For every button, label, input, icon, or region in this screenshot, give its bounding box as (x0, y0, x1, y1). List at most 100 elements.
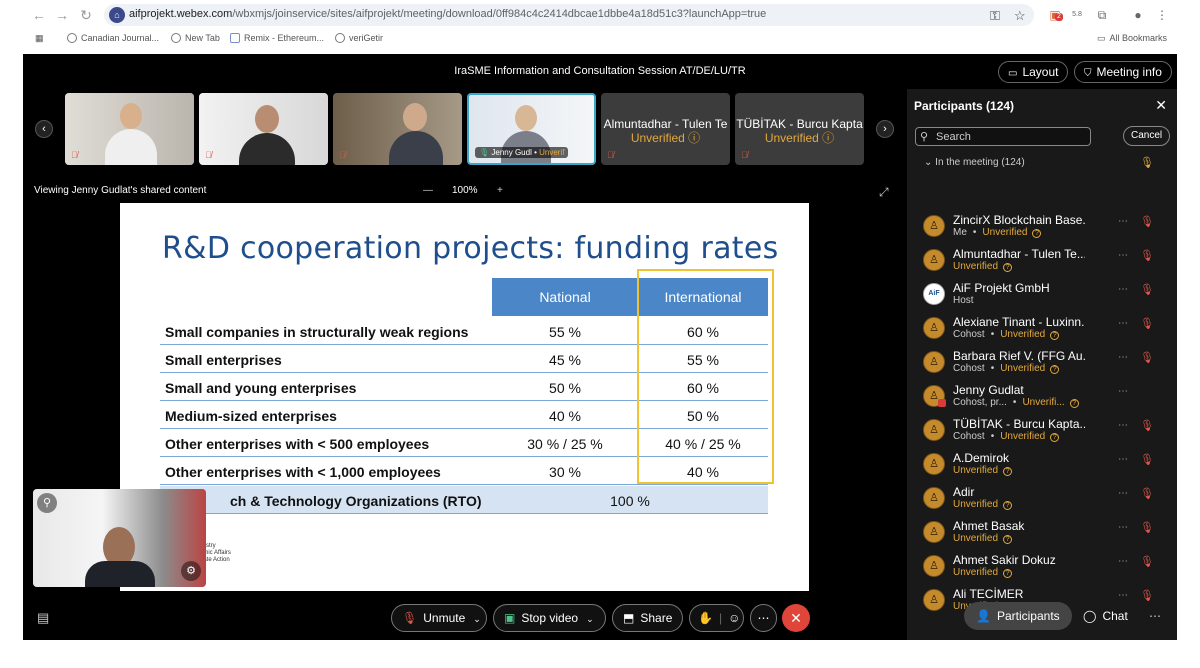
video-tile[interactable]: 🎙̸ (199, 93, 328, 165)
unmute-button[interactable]: 🎙 Unmute ⌄ (391, 604, 487, 632)
participant-more-icon[interactable]: ⋯ (1118, 318, 1128, 329)
settings-gear-icon[interactable]: ⚙ (181, 561, 201, 581)
filmstrip-next-icon[interactable]: › (876, 120, 894, 138)
participant-row[interactable]: ♙ Adir Unverified? ⋯ 🎙 (907, 483, 1177, 517)
participant-more-icon[interactable]: ⋯ (1118, 284, 1128, 295)
back-icon[interactable]: ← (32, 7, 46, 23)
filmstrip-prev-icon[interactable]: ‹ (35, 120, 53, 138)
meeting-controls: ▤ 🎙 Unmute ⌄ ▣ Stop video ⌄ ⬒ Share ✋ | ☺ ⋯ ✕ (23, 602, 1177, 640)
video-tile[interactable]: Almuntadhar - Tulen Te Unverified ⓘ 🎙̸ (601, 93, 730, 165)
participant-more-icon[interactable]: ⋯ (1118, 420, 1128, 431)
tile-name: Almuntadhar - Tulen Te (603, 117, 728, 131)
video-tile[interactable]: 🎙̸ (65, 93, 194, 165)
url-text[interactable]: aifprojekt.webex.com/wbxmjs/joinservice/… (129, 8, 767, 20)
participant-row[interactable]: ♙ Ahmet Basak Unverified? ⋯ 🎙 (907, 517, 1177, 551)
key-icon[interactable]: ⚿ (990, 8, 1000, 23)
chevron-down-icon[interactable]: ⌄ (586, 614, 594, 624)
info-icon[interactable]: ? (1032, 229, 1042, 238)
all-bookmarks[interactable]: ▭ All Bookmarks (1097, 33, 1168, 43)
chevron-down-icon: ⌄ (924, 157, 936, 168)
stop-video-button[interactable]: ▣ Stop video ⌄ (493, 604, 606, 632)
muted-mic-icon: 🎙 (402, 611, 418, 625)
participant-name: AiF Projekt GmbH (953, 281, 1050, 295)
avatar: ♙ (923, 589, 945, 611)
captions-icon[interactable]: ▤ (37, 610, 50, 625)
extensions-puzzle-icon[interactable]: ⧉ (1097, 8, 1107, 22)
bookmark-item[interactable]: Canadian Journal... (67, 33, 159, 43)
bookmark-item[interactable]: veriGetir (335, 33, 383, 43)
participant-row[interactable]: ♙Ali TECİMERUnverified?⋯🎙 (907, 585, 1177, 619)
extension-badge-icon[interactable]: ▣2 (1049, 8, 1063, 22)
bookmark-item[interactable]: New Tab (171, 33, 220, 43)
info-icon[interactable]: ? (1069, 399, 1079, 408)
participant-row[interactable]: ♙ ZincirX Blockchain Base... Me • Unverified… (907, 211, 1177, 245)
forward-icon[interactable]: → (55, 7, 69, 23)
participant-subtitle: Unverified? (953, 261, 1013, 272)
reactions-button[interactable]: ✋ | ☺ (689, 604, 744, 632)
participants-search[interactable]: ⚲ (915, 127, 1091, 146)
person-icon: 👤 (976, 609, 991, 623)
zoom-in-icon[interactable]: + (497, 185, 503, 196)
participant-more-icon[interactable]: ⋯ (1118, 556, 1128, 567)
chevron-down-icon[interactable]: ⌄ (473, 614, 481, 624)
video-tile[interactable]: TÜBİTAK - Burcu Kapta Unverified ⓘ 🎙̸ (735, 93, 864, 165)
participant-more-icon[interactable]: ⋯ (1118, 488, 1128, 499)
profile-avatar-icon[interactable]: ● (1134, 8, 1142, 22)
participant-more-icon[interactable]: ⋯ (1118, 352, 1128, 363)
zoom-out-icon[interactable]: — (423, 185, 433, 196)
participant-row[interactable]: ♙ Almuntadhar - Tulen Te... Unverified? ⋯ 🎙 (907, 245, 1177, 279)
participant-row[interactable]: ♙ Alexiane Tinant - Luxinn... Cohost • Unver… (907, 313, 1177, 347)
self-view-video[interactable]: ⚲ ⚙ (33, 489, 206, 587)
search-input[interactable] (936, 129, 1086, 144)
apps-grid-icon[interactable]: ▦ (35, 33, 44, 43)
site-info-icon[interactable]: ⌂ (109, 7, 125, 23)
info-icon[interactable]: ? (1003, 535, 1013, 544)
info-icon[interactable]: ? (1003, 501, 1013, 510)
browser-menu-icon[interactable]: ⋮ (1156, 8, 1168, 22)
webex-meeting-window: IraSME Information and Consultation Sess… (23, 54, 1177, 640)
layout-button[interactable]: ▭ Layout (998, 61, 1069, 83)
in-meeting-section[interactable]: ⌄ In the meeting (124) (924, 157, 1025, 168)
participant-row[interactable]: ♙ Ahmet Sakir Dokuz Unverified? ⋯ 🎙 (907, 551, 1177, 585)
participants-tab-button[interactable]: 👤 Participants (964, 602, 1072, 630)
participant-more-icon[interactable]: ⋯ (1118, 522, 1128, 533)
participant-more-icon[interactable]: ⋯ (1118, 216, 1128, 227)
participant-row[interactable]: ♙ Jenny Gudlat Cohost, pr... • Unverifi...? ⋯ (907, 381, 1177, 415)
participant-row[interactable]: ♙ A.Demirok Unverified? ⋯ 🎙 (907, 449, 1177, 483)
close-icon[interactable]: ✕ (1155, 97, 1167, 113)
more-options-button[interactable]: ⋯ (750, 604, 777, 632)
panel-more-icon[interactable]: ⋯ (1149, 609, 1161, 623)
chat-tab-button[interactable]: ◯ Chat (1083, 609, 1128, 623)
video-tile-active-speaker[interactable]: 🎙 Jenny Gudl • Unverif (467, 93, 596, 165)
info-icon[interactable]: ? (1003, 569, 1013, 578)
mute-all-icon[interactable]: 🎙 (1140, 157, 1154, 169)
participant-more-icon[interactable]: ⋯ (1118, 250, 1128, 261)
participant-row[interactable]: ♙ Barbara Rief V. (FFG Au... Cohost • Unveri… (907, 347, 1177, 381)
participant-more-icon[interactable]: ⋯ (1118, 454, 1128, 465)
info-icon[interactable]: ? (1003, 467, 1013, 476)
avatar: ♙ (923, 521, 945, 543)
meeting-info-button[interactable]: ⛉ Meeting info (1074, 61, 1172, 83)
participant-more-icon[interactable]: ⋯ (1118, 590, 1128, 601)
bookmark-item[interactable]: Remix - Ethereum... (230, 33, 324, 43)
cancel-button[interactable]: Cancel (1123, 126, 1171, 146)
leave-meeting-icon[interactable]: ✕ (782, 604, 810, 632)
shared-content-slide: R&D cooperation projects: funding rates … (120, 203, 809, 591)
address-bar[interactable]: ⌂ aifprojekt.webex.com/wbxmjs/joinservic… (104, 4, 1034, 26)
participant-row[interactable]: AiF AiF Projekt GmbH Host ⋯ 🎙 (907, 279, 1177, 313)
info-icon[interactable]: ? (1003, 263, 1013, 272)
info-icon[interactable]: ? (1050, 433, 1060, 442)
participant-more-icon[interactable]: ⋯ (1118, 386, 1128, 397)
share-button[interactable]: ⬒ Share (612, 604, 683, 632)
info-icon[interactable]: ? (1050, 365, 1060, 374)
participant-name: Adir (953, 485, 975, 499)
fullscreen-icon[interactable]: ⤢ (879, 185, 889, 199)
bookmark-star-icon[interactable]: ☆ (1014, 8, 1026, 23)
extension-counter-icon[interactable]: 5.8 (1072, 11, 1082, 18)
participant-row[interactable]: ♙ TÜBİTAK - Burcu Kapta... Cohost • Unverifi… (907, 415, 1177, 449)
reload-icon[interactable]: ↻ (80, 7, 92, 23)
video-tile[interactable]: 🎙̸ (333, 93, 462, 165)
viewing-label: Viewing Jenny Gudlat's shared content (34, 185, 207, 196)
info-icon[interactable]: ? (1050, 331, 1060, 340)
pin-icon[interactable]: ⚲ (37, 493, 57, 513)
